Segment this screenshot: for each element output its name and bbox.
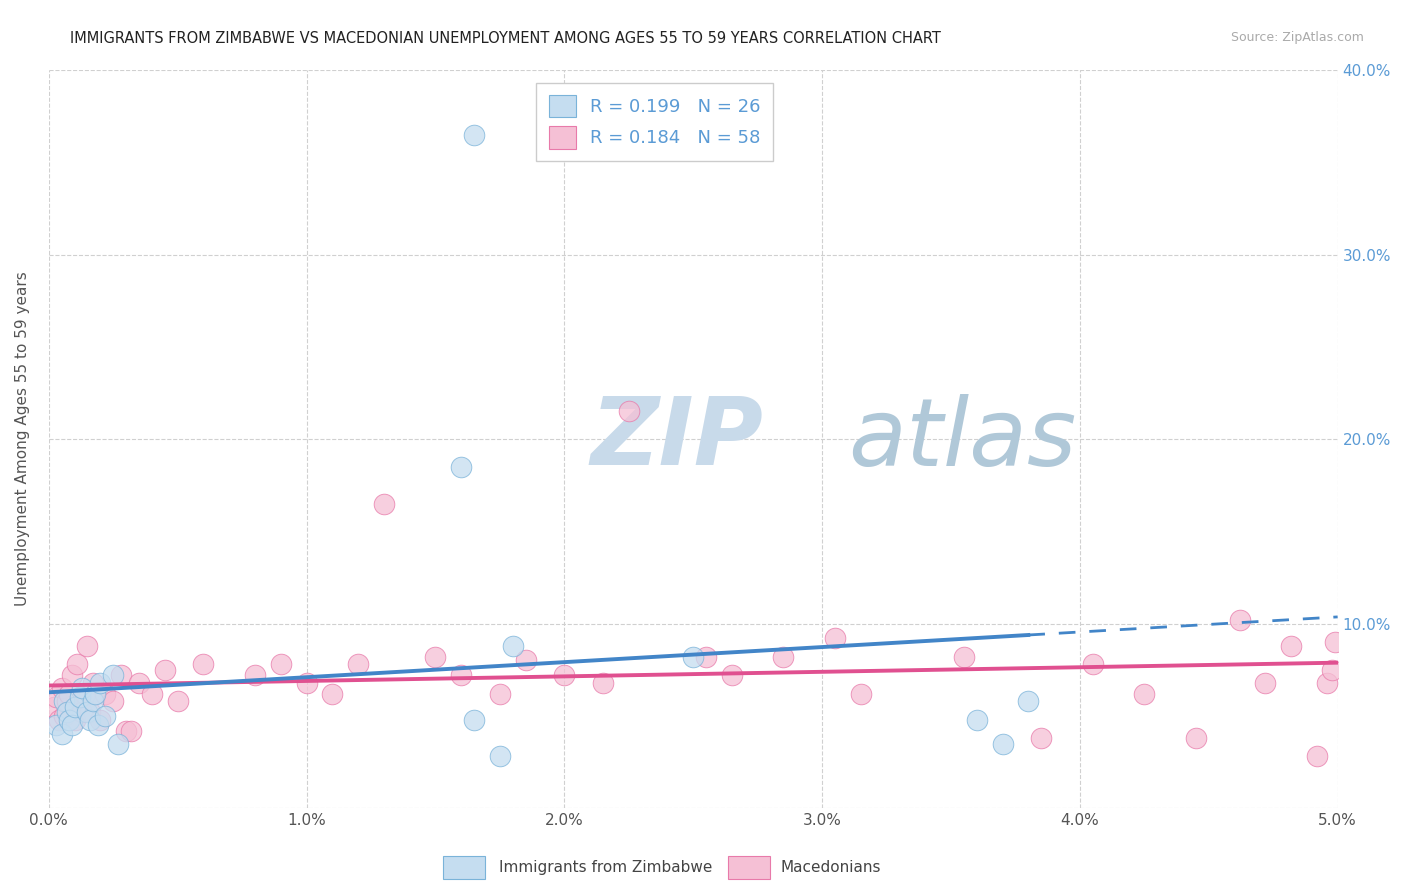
Point: [45, 718, 67, 732]
Point: [1254, 675, 1277, 690]
Point: [89, 713, 111, 727]
Point: [1081, 657, 1104, 672]
Point: [82, 694, 104, 708]
Text: Immigrants from Zimbabwe: Immigrants from Zimbabwe: [499, 860, 713, 874]
Point: [824, 632, 846, 646]
Point: [1324, 635, 1347, 649]
Point: [51, 727, 73, 741]
Point: [270, 657, 292, 672]
Point: [295, 675, 318, 690]
Point: [1185, 731, 1208, 745]
Point: [94, 687, 117, 701]
Point: [53, 694, 76, 708]
Point: [1017, 694, 1039, 708]
Point: [991, 737, 1014, 751]
Point: [489, 749, 512, 764]
Point: [502, 639, 524, 653]
Point: [953, 649, 976, 664]
Text: IMMIGRANTS FROM ZIMBABWE VS MACEDONIAN UNEMPLOYMENT AMONG AGES 55 TO 59 YEARS CO: IMMIGRANTS FROM ZIMBABWE VS MACEDONIAN U…: [70, 31, 941, 46]
Legend: R = 0.199   N = 26, R = 0.184   N = 58: R = 0.199 N = 26, R = 0.184 N = 58: [536, 83, 773, 161]
Point: [243, 668, 266, 682]
Point: [153, 663, 176, 677]
Point: [1133, 687, 1156, 701]
Point: [489, 687, 512, 701]
Point: [103, 668, 125, 682]
Point: [89, 675, 111, 690]
Point: [463, 713, 485, 727]
Point: [120, 723, 142, 738]
Point: [141, 687, 163, 701]
Point: [1279, 639, 1302, 653]
Point: [63, 713, 86, 727]
Point: [72, 681, 94, 695]
Point: [103, 694, 125, 708]
Point: [321, 687, 343, 701]
Point: [425, 649, 447, 664]
Point: [1229, 613, 1251, 627]
Point: [84, 687, 107, 701]
Point: [128, 675, 150, 690]
Point: [56, 705, 79, 719]
Point: [347, 657, 370, 672]
Point: [82, 675, 104, 690]
Point: [53, 708, 76, 723]
Point: [107, 737, 129, 751]
Point: [69, 694, 91, 708]
Point: [1316, 675, 1339, 690]
Point: [66, 657, 89, 672]
Point: [463, 128, 485, 142]
Text: Macedonians: Macedonians: [780, 860, 880, 874]
Point: [115, 723, 138, 738]
Point: [166, 694, 188, 708]
Point: [849, 687, 872, 701]
Text: ZIP: ZIP: [591, 393, 763, 485]
Point: [1322, 663, 1344, 677]
Point: [1031, 731, 1053, 745]
Point: [72, 705, 94, 719]
Point: [60, 668, 83, 682]
Point: [48, 713, 70, 727]
Point: [553, 668, 575, 682]
Point: [56, 694, 79, 708]
Point: [695, 649, 717, 664]
Point: [63, 699, 86, 714]
Point: [60, 718, 83, 732]
Point: [450, 459, 472, 474]
Y-axis label: Unemployment Among Ages 55 to 59 years: Unemployment Among Ages 55 to 59 years: [15, 272, 30, 607]
Point: [69, 690, 91, 705]
Point: [450, 668, 472, 682]
Point: [84, 687, 107, 701]
Point: [42, 699, 65, 714]
Point: [87, 718, 110, 732]
Point: [772, 649, 794, 664]
Point: [79, 713, 101, 727]
Point: [73, 687, 96, 701]
Point: [721, 668, 744, 682]
Point: [592, 675, 614, 690]
Point: [51, 681, 73, 695]
Point: [193, 657, 215, 672]
Point: [45, 690, 67, 705]
Point: [1306, 749, 1329, 764]
Point: [515, 653, 537, 667]
Point: [58, 687, 80, 701]
Point: [76, 639, 98, 653]
Point: [110, 668, 132, 682]
Point: [94, 708, 117, 723]
Point: [76, 705, 98, 719]
Point: [617, 404, 640, 418]
Point: [682, 649, 704, 664]
Text: atlas: atlas: [848, 393, 1076, 484]
Text: Source: ZipAtlas.com: Source: ZipAtlas.com: [1230, 31, 1364, 45]
Point: [373, 497, 395, 511]
Point: [966, 713, 988, 727]
Point: [79, 705, 101, 719]
Point: [58, 713, 80, 727]
